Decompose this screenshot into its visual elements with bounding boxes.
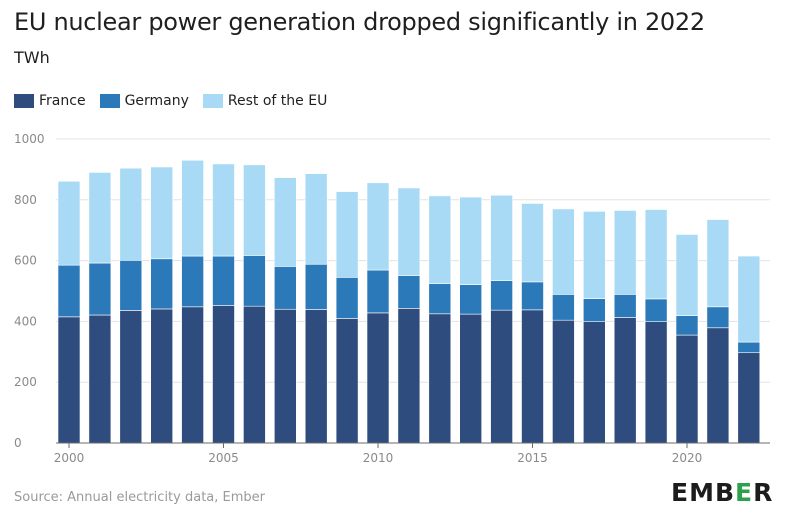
- bar-france-2014: [490, 309, 513, 444]
- legend-label-france: France: [39, 93, 86, 109]
- chart-plot: 0 200 400 600 800 1000 2000 2005 2010 2015 2020: [14, 132, 770, 465]
- bar-germany-2014: [490, 280, 513, 311]
- bar-germany-2008: [304, 263, 328, 310]
- bar-germany-2000: [57, 264, 81, 318]
- bar-germany-2020: [675, 315, 699, 336]
- bar-france-2016: [552, 319, 575, 444]
- bar-rest-of-the-eu-2000: [57, 180, 81, 266]
- bar-rest-of-the-eu-2015: [521, 203, 544, 283]
- bar-france-2006: [243, 305, 266, 444]
- x-tick-label-2010: 2010: [363, 451, 394, 465]
- bar-germany-2016: [552, 294, 575, 321]
- bar-rest-of-the-eu-2004: [181, 159, 204, 257]
- legend-item-rest-of-eu: Rest of the EU: [202, 93, 328, 109]
- legend-swatch-france: [14, 94, 34, 108]
- bar-france-2002: [119, 310, 143, 444]
- bar-rest-of-the-eu-2001: [88, 172, 112, 264]
- bar-rest-of-the-eu-2012: [428, 195, 452, 285]
- bar-france-2022: [737, 352, 761, 444]
- bar-rest-of-the-eu-2020: [675, 234, 699, 316]
- bar-france-2009: [335, 318, 359, 444]
- bar-germany-2004: [181, 255, 204, 308]
- bar-germany-2001: [88, 262, 112, 316]
- bar-france-2001: [88, 314, 112, 444]
- bar-germany-2011: [397, 275, 421, 309]
- bar-france-2004: [181, 306, 204, 444]
- bar-rest-of-the-eu-2006: [243, 164, 266, 256]
- bar-rest-of-the-eu-2011: [397, 187, 421, 276]
- bar-rest-of-the-eu-2013: [459, 196, 483, 285]
- legend: France Germany Rest of the EU: [14, 93, 327, 109]
- bar-rest-of-the-eu-2018: [613, 210, 637, 295]
- bar-france-2017: [582, 321, 606, 444]
- bar-france-2005: [212, 305, 235, 444]
- bar-germany-2006: [243, 255, 266, 307]
- legend-label-rest-of-eu: Rest of the EU: [227, 93, 328, 109]
- bar-rest-of-the-eu-2007: [273, 177, 297, 267]
- legend-item-germany: Germany: [99, 93, 189, 109]
- bar-france-2018: [613, 317, 637, 444]
- bar-rest-of-the-eu-2021: [706, 219, 730, 308]
- bar-germany-2022: [737, 341, 761, 354]
- bar-germany-2009: [335, 277, 359, 319]
- bar-germany-2012: [428, 283, 452, 315]
- legend-item-france: France: [14, 93, 86, 109]
- bar-germany-2015: [521, 281, 544, 311]
- bar-germany-2010: [366, 269, 390, 314]
- chart-title: EU nuclear power generation dropped sign…: [14, 8, 705, 36]
- bar-rest-of-the-eu-2008: [304, 173, 328, 265]
- bar-rest-of-the-eu-2016: [552, 208, 575, 295]
- bar-rest-of-the-eu-2002: [119, 167, 143, 261]
- bar-france-2007: [273, 308, 297, 444]
- bar-france-2010: [366, 312, 390, 444]
- x-tick-label-2000: 2000: [54, 451, 85, 465]
- x-tick-label-2020: 2020: [672, 451, 703, 465]
- bar-germany-2019: [644, 298, 668, 323]
- ember-logo: EMBER: [671, 478, 773, 507]
- bar-france-2000: [57, 316, 81, 444]
- bar-rest-of-the-eu-2017: [582, 211, 606, 299]
- logo-text-accent: E: [735, 478, 754, 507]
- legend-swatch-germany: [99, 94, 120, 108]
- y-tick-label-800: 800: [14, 193, 37, 207]
- chart-subtitle: TWh: [14, 48, 50, 67]
- bar-france-2020: [675, 334, 699, 444]
- bar-germany-2007: [273, 266, 297, 310]
- logo-text-suffix: R: [753, 478, 774, 507]
- bar-france-2015: [521, 309, 544, 444]
- y-tick-label-600: 600: [14, 254, 37, 268]
- bar-germany-2003: [150, 258, 173, 310]
- bar-rest-of-the-eu-2009: [335, 191, 359, 278]
- logo-text-prefix: EMB: [671, 478, 736, 507]
- y-tick-label-1000: 1000: [14, 132, 45, 146]
- bar-france-2011: [397, 308, 421, 444]
- legend-swatch-rest-of-eu: [202, 94, 223, 108]
- x-tick-label-2015: 2015: [517, 451, 548, 465]
- bar-rest-of-the-eu-2005: [212, 163, 235, 257]
- bar-rest-of-the-eu-2019: [644, 209, 668, 300]
- bar-france-2008: [304, 309, 328, 444]
- legend-label-germany: Germany: [124, 93, 189, 109]
- bar-france-2013: [459, 313, 483, 444]
- bar-rest-of-the-eu-2003: [150, 166, 173, 260]
- bar-france-2003: [150, 308, 173, 444]
- bar-france-2021: [706, 327, 730, 444]
- bar-rest-of-the-eu-2010: [366, 182, 390, 271]
- bar-france-2012: [428, 313, 452, 444]
- x-tick-label-2005: 2005: [208, 451, 239, 465]
- bar-germany-2002: [119, 259, 143, 311]
- bar-germany-2021: [706, 306, 730, 329]
- bar-germany-2017: [582, 298, 606, 323]
- y-tick-label-200: 200: [14, 375, 37, 389]
- bar-germany-2005: [212, 255, 235, 306]
- bar-germany-2013: [459, 284, 483, 315]
- bar-rest-of-the-eu-2014: [490, 194, 513, 281]
- y-tick-label-0: 0: [14, 436, 22, 450]
- bar-france-2019: [644, 321, 668, 444]
- source-note: Source: Annual electricity data, Ember: [14, 490, 265, 505]
- bar-rest-of-the-eu-2022: [737, 255, 761, 343]
- bar-germany-2018: [613, 294, 637, 318]
- y-tick-label-400: 400: [14, 314, 37, 328]
